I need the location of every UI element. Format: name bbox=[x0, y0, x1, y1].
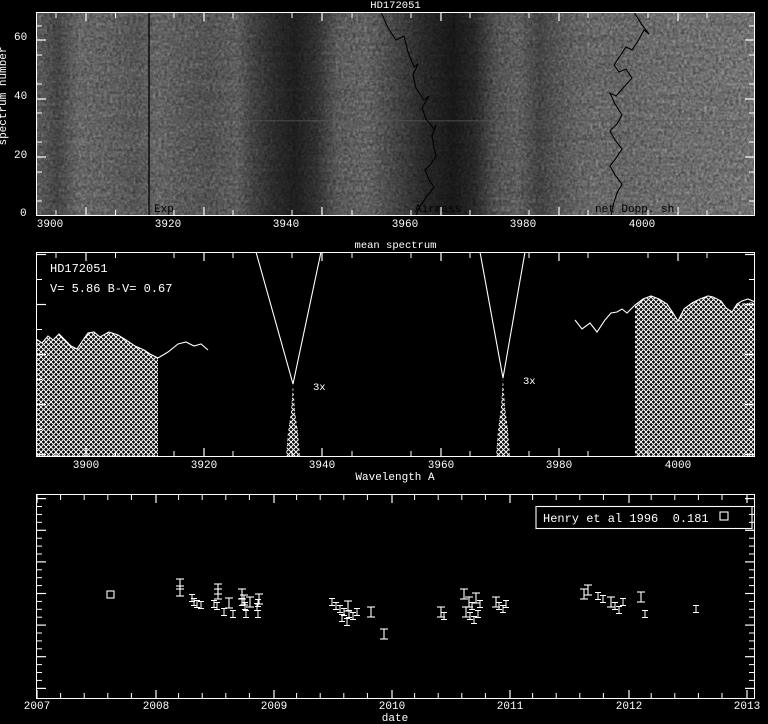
svg-text:HD172051: HD172051 bbox=[50, 262, 108, 276]
svg-text:3x: 3x bbox=[523, 376, 536, 388]
svg-text:V= 5.86 B-V= 0.67: V= 5.86 B-V= 0.67 bbox=[50, 282, 172, 296]
svg-text:Airmass: Airmass bbox=[415, 204, 461, 216]
svg-text:3x: 3x bbox=[313, 382, 326, 394]
svg-text:Exp: Exp bbox=[154, 204, 174, 216]
svg-text:Henry et al 1996 0.181: Henry et al 1996 0.181 bbox=[543, 512, 709, 526]
svg-text:net Dopp. sh.: net Dopp. sh. bbox=[595, 204, 681, 216]
